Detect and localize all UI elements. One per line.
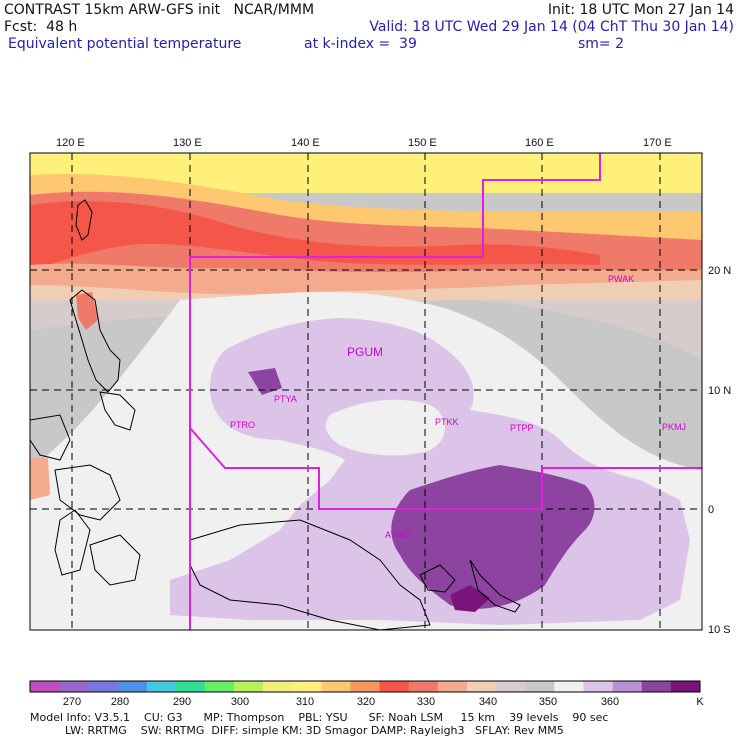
lon-label: 160 E [525,137,554,149]
colorbar-swatch [466,681,497,692]
coastlines [30,199,521,630]
colorbar-swatch [641,681,672,692]
station-label: PTKK [435,417,459,427]
colorbar-swatch [525,681,555,692]
header-line2-right: Valid: 18 UTC Wed 29 Jan 14 (04 ChT Thu … [369,19,734,35]
domain-boundary [189,153,601,630]
colorbar-tick-label: 330 [417,696,435,708]
colorbar-swatch [350,681,381,692]
colorbar-swatch [117,681,148,692]
colorbar-swatch [59,681,89,692]
colorbar-tick-label: 350 [539,696,557,708]
colorbar-tick-label: 280 [111,696,129,708]
header-line2-left: Fcst: 48 h [4,19,78,35]
station-label: AYMO [385,530,411,540]
lon-label: 170 E [643,137,672,149]
colorbar-swatch [583,681,614,692]
colorbar-swatch [496,681,526,692]
colorbar-swatch [670,681,701,692]
station-label: PGUM [347,345,383,359]
colorbar-swatch [321,681,351,692]
model-info-line1: Model Info: V3.5.1 CU: G3 MP: Thompson P… [30,711,609,724]
station-label: PTRO [230,420,255,430]
colorbar-swatch [146,681,177,692]
header-line1-left: CONTRAST 15km ARW-GFS init NCAR/MMM [4,2,315,18]
smoothing-label: sm= 2 [578,36,625,52]
station-label: PTPP [510,423,534,433]
header-line1-right: Init: 18 UTC Mon 27 Jan 14 [547,2,734,18]
theta-e-field [30,153,702,630]
colorbar-swatch [88,681,118,692]
colorbar-tick-label: 300 [231,696,249,708]
lat-label: 0 [708,504,714,516]
colorbar-swatch [437,681,468,692]
colorbar-frame [29,680,701,693]
station-label: PKMJ [662,422,686,432]
lat-label: 10 N [708,385,731,397]
colorbar-tick-label: 340 [479,696,497,708]
station-label: PTYA [274,394,297,404]
colorbar-swatch [408,681,439,692]
colorbar-swatch [554,681,584,692]
lon-label: 120 E [56,137,85,149]
colorbar-tick-label: 270 [63,696,81,708]
colorbar-swatch [30,681,60,692]
model-info-line2: LW: RRTMG SW: RRTMG DIFF: simple KM: 3D … [30,724,564,737]
lat-label: 10 S [708,624,731,636]
colorbar-tick-label: 360 [601,696,619,708]
colorbar-swatch [612,681,643,692]
colorbar-tick-label: 290 [173,696,191,708]
field-title: Equivalent potential temperature [8,36,242,52]
colorbar-tick-label: 310 [296,696,314,708]
colorbar-tick-label: 320 [357,696,375,708]
colorbar-swatch [175,681,206,692]
level-label: at k-index = 39 [304,36,417,52]
colorbar-swatch [263,681,293,692]
map-frame [29,152,703,631]
colorbar-swatch [233,681,264,692]
lon-label: 130 E [173,137,202,149]
colorbar-swatch [292,681,322,692]
lon-label: 140 E [291,137,320,149]
lon-label: 150 E [408,137,437,149]
station-label: PWAK [608,274,634,284]
colorbar-swatch [379,681,410,692]
colorbar-units: K [696,696,704,708]
colorbar [29,680,701,693]
lat-label: 20 N [708,265,731,277]
colorbar-swatch [204,681,235,692]
